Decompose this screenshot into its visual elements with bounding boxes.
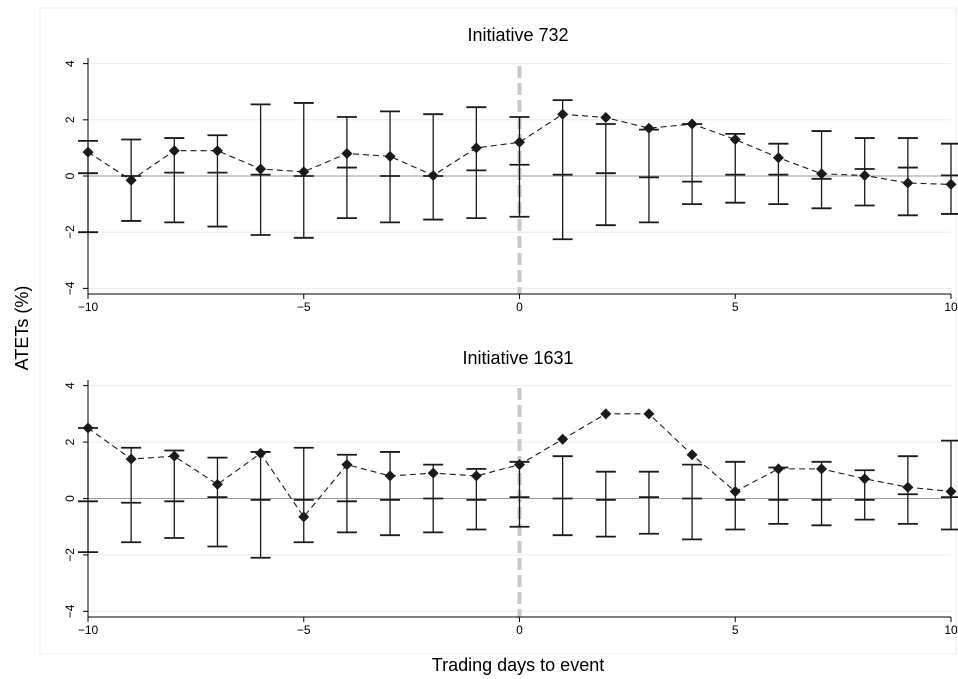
data-point (82, 422, 94, 434)
y-tick-label: −4 (63, 281, 77, 295)
x-tick-label: 5 (732, 623, 739, 637)
panel-title: Initiative 732 (467, 25, 568, 45)
data-point (945, 178, 957, 190)
data-point (298, 166, 310, 178)
x-tick-label: −5 (297, 623, 311, 637)
x-tick-label: 10 (944, 300, 958, 314)
x-axis-label: Trading days to event (432, 655, 604, 675)
x-tick-label: −5 (297, 300, 311, 314)
y-tick-label: −4 (63, 604, 77, 618)
data-point (211, 478, 223, 490)
data-point (255, 163, 267, 175)
y-tick-label: 2 (63, 116, 77, 123)
data-point (470, 470, 482, 482)
data-point (772, 152, 784, 164)
data-point (600, 408, 612, 420)
y-axis-label: ATETs (%) (12, 286, 32, 371)
data-point (168, 145, 180, 157)
data-point (427, 169, 439, 181)
data-point (125, 174, 137, 186)
data-point (125, 453, 137, 465)
data-point (643, 122, 655, 134)
data-point (557, 108, 569, 120)
series-line (87, 113, 952, 185)
data-point (298, 511, 310, 523)
data-point (514, 136, 525, 148)
data-point (341, 148, 353, 160)
data-point (427, 467, 439, 479)
data-point (600, 112, 612, 124)
panel-title: Initiative 1631 (462, 348, 573, 368)
data-point (729, 485, 741, 497)
data-point (816, 463, 828, 475)
data-point (643, 408, 655, 420)
data-point (255, 447, 267, 459)
data-point (859, 169, 871, 181)
panel-initiative-1631: Initiative 1631 −4 −2 0 2 4 −10 −5 0 5 10 (63, 348, 958, 637)
data-point (816, 168, 828, 180)
x-tick-label: 10 (944, 623, 958, 637)
y-tick-label: 4 (63, 60, 77, 67)
y-tick-label: −2 (63, 225, 77, 239)
data-point (859, 473, 871, 485)
data-point (384, 470, 396, 482)
data-point (168, 450, 180, 462)
x-tick-label: 0 (516, 623, 523, 637)
x-tick-label: −10 (78, 623, 99, 637)
y-tick-label: 0 (63, 495, 77, 502)
data-point (82, 146, 94, 158)
data-point (945, 485, 957, 497)
data-point (729, 133, 741, 145)
data-point (557, 433, 569, 445)
data-point (211, 145, 223, 157)
x-tick-label: 5 (732, 300, 739, 314)
x-tick-label: −10 (78, 300, 99, 314)
figure-frame (39, 7, 957, 655)
data-point (902, 481, 914, 493)
data-point (384, 150, 396, 162)
data-point (772, 463, 784, 475)
data-point (902, 177, 914, 189)
data-point (341, 459, 353, 471)
y-tick-label: −2 (63, 548, 77, 562)
panel-initiative-732: Initiative 732 −4 −2 0 2 4 −10 −5 0 5 10 (63, 25, 958, 314)
data-point (686, 449, 698, 461)
y-tick-label: 4 (63, 382, 77, 389)
data-point (686, 118, 698, 130)
data-point (470, 142, 482, 154)
data-point (514, 459, 525, 471)
y-tick-label: 2 (63, 438, 77, 445)
x-tick-label: 0 (516, 300, 523, 314)
y-tick-label: 0 (63, 172, 77, 179)
